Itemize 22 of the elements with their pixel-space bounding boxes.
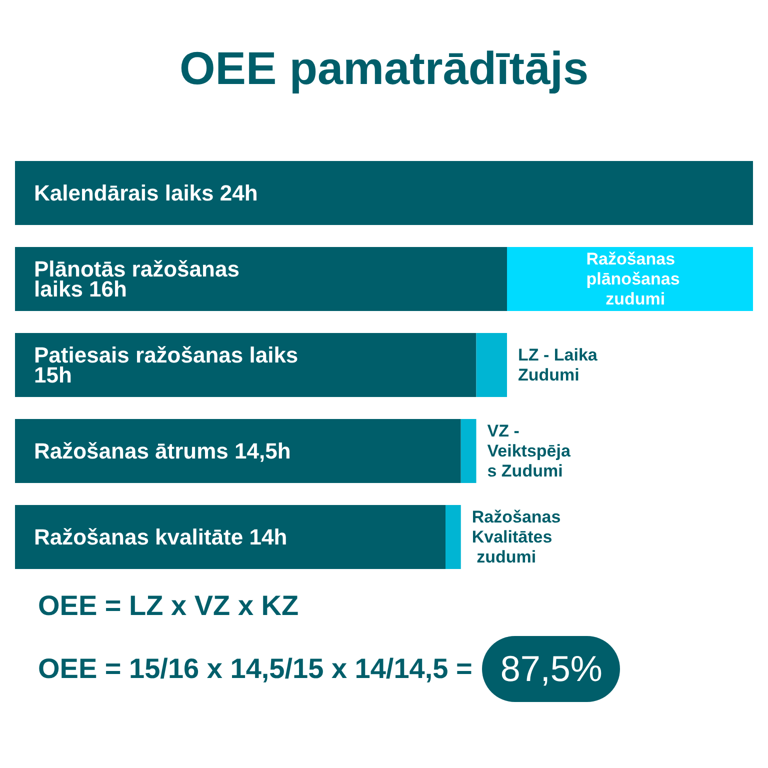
data-label: VZ - Veiktspējas Zudumi (487, 422, 571, 480)
bar (15, 161, 753, 225)
data-label: Ražošanas plānošanas zudumi (586, 250, 680, 308)
chart-title: OEE pamatrādītājs (179, 42, 589, 94)
text: 87,5% (482, 636, 620, 702)
bar (460, 419, 476, 483)
data-label: Plānotās ražošanas laiks 16h (34, 256, 246, 302)
data-label: Ražošanas ātrums 14,5h (34, 438, 291, 464)
bar (476, 333, 507, 397)
data-label: Ražošanas Kvalitātes zudumi (472, 508, 566, 566)
bar (15, 505, 446, 569)
bar (507, 247, 753, 311)
bar (15, 333, 476, 397)
bar (15, 419, 461, 483)
data-label: Patiesais ražošanas laiks 15h (34, 342, 304, 388)
data-label: Ražošanas kvalitāte 14h (34, 524, 288, 550)
data-label: LZ - Laika Zudumi (518, 346, 602, 384)
bar (446, 505, 461, 569)
text: OEE = 15/16 x 14,5/15 x 14/14,5 = (38, 653, 472, 685)
bar (15, 247, 507, 311)
text: OEE = LZ x VZ x KZ (38, 590, 300, 622)
data-label: Kalendārais laiks 24h (34, 180, 258, 206)
